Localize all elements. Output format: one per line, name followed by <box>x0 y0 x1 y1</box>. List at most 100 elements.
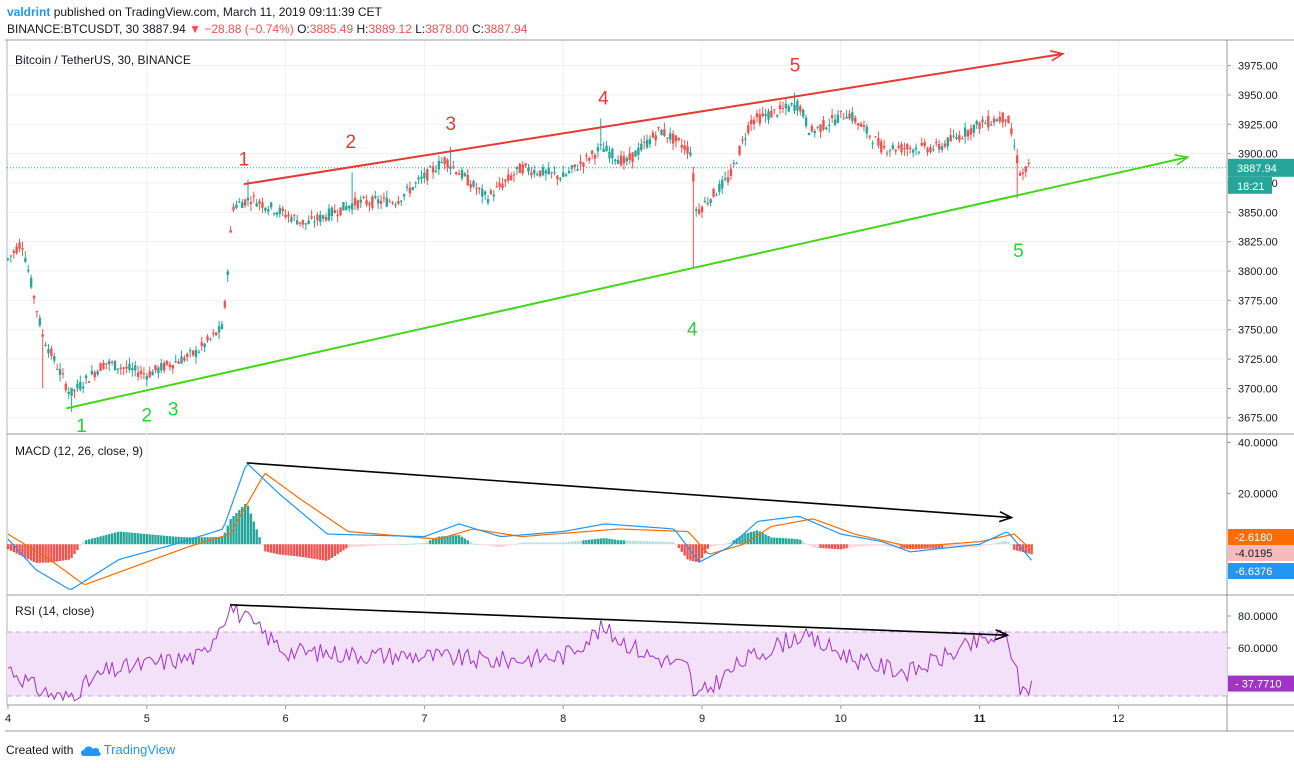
candle-body <box>194 350 198 357</box>
candle-body <box>885 152 889 154</box>
candle-body <box>394 204 397 206</box>
support-trend-line[interactable] <box>66 156 1189 410</box>
candle-body <box>683 145 686 151</box>
macd-histogram-bar <box>544 542 548 545</box>
candle-body <box>611 148 614 159</box>
macd-signal-line <box>7 472 1033 585</box>
macd-histogram-bar <box>836 544 840 550</box>
macd-histogram-bar <box>593 539 597 545</box>
candle-body <box>284 214 287 218</box>
candle-body <box>304 223 308 225</box>
macd-histogram-bar <box>1030 544 1033 555</box>
macd-histogram-bar <box>674 544 678 546</box>
candle-body <box>397 201 400 204</box>
macd-histogram-bar <box>995 542 999 545</box>
macd-histogram-bar <box>333 544 336 557</box>
macd-histogram-bar <box>726 543 730 545</box>
candle-body <box>755 113 759 118</box>
macd-histogram-bar <box>162 535 166 545</box>
macd-histogram-bar <box>238 510 241 545</box>
macd-histogram-bar <box>703 544 707 554</box>
macd-histogram-bar <box>622 540 626 545</box>
candle-body <box>223 301 227 308</box>
macd-divergence-arrow[interactable] <box>246 462 1012 519</box>
macd-histogram-bar <box>972 544 976 547</box>
macd-histogram-bar <box>420 543 423 545</box>
candle-body <box>21 248 24 250</box>
macd-histogram-bar <box>148 534 151 545</box>
candle-body <box>949 135 952 142</box>
macd-line <box>7 463 1033 590</box>
candle-body <box>321 215 325 219</box>
candle-body <box>932 149 935 151</box>
macd-histogram-bar <box>105 534 108 545</box>
candle-body <box>483 191 487 195</box>
macd-histogram-bar <box>368 544 371 547</box>
candle-body <box>955 136 958 139</box>
macd-histogram-bar <box>619 540 623 545</box>
macd-histogram-bar <box>394 544 397 546</box>
candle-body <box>50 348 53 356</box>
candle-body <box>507 174 510 181</box>
macd-histogram-bar <box>984 544 987 546</box>
candle-body <box>431 166 435 173</box>
tradingview-brand-link[interactable]: TradingView <box>103 742 176 757</box>
macd-histogram-bar <box>229 519 232 545</box>
bar-countdown-label: 18:21 <box>1237 181 1265 193</box>
macd-histogram-bar <box>243 504 247 545</box>
candle-body <box>721 179 724 189</box>
candle-body <box>206 336 209 341</box>
candle-body <box>1007 115 1010 124</box>
candle-body <box>544 170 548 174</box>
macd-histogram-bar <box>833 544 837 549</box>
candle-body <box>481 188 484 197</box>
time-tick-label: 12 <box>1112 713 1124 725</box>
close-value: 3887.94 <box>483 22 528 36</box>
candle-body <box>122 367 125 369</box>
candle-body <box>463 173 467 176</box>
candle-body <box>900 144 903 153</box>
macd-histogram-bar <box>217 537 221 545</box>
rsi-divergence-arrow[interactable] <box>230 604 1008 636</box>
time-tick-label: 10 <box>835 713 847 725</box>
macd-histogram-bar <box>284 544 287 556</box>
candle-body <box>680 144 683 148</box>
macd-histogram-bar <box>252 521 255 545</box>
candle-body <box>362 196 365 198</box>
macd-histogram-bar <box>689 544 692 561</box>
candle-body <box>674 135 678 142</box>
candle-body <box>1004 119 1007 122</box>
candle-body <box>856 123 860 126</box>
candle-body <box>249 202 253 205</box>
candle-body <box>1024 166 1028 172</box>
macd-histogram-bar <box>1007 541 1010 545</box>
author-link[interactable]: valdrint <box>7 5 51 19</box>
candle-body <box>235 204 238 208</box>
candle-body <box>267 209 270 212</box>
macd-histogram-bar <box>414 543 417 545</box>
candle-body <box>845 116 848 119</box>
macd-histogram-bar <box>27 544 30 560</box>
macd-histogram-bar <box>854 544 857 547</box>
macd-histogram-bar <box>830 544 834 549</box>
candle-body <box>969 128 973 135</box>
candle-body <box>498 182 501 187</box>
resistance-trend-line[interactable] <box>243 52 1064 186</box>
macd-histogram-bar <box>61 544 65 561</box>
macd-histogram-bar <box>379 544 383 546</box>
macd-histogram-bar <box>255 529 258 545</box>
macd-histogram-bar <box>498 544 501 548</box>
macd-histogram-bar <box>139 533 143 545</box>
candle-body <box>215 332 218 336</box>
macd-histogram-bar <box>940 544 944 549</box>
open-value: 3885.49 <box>309 22 354 36</box>
macd-histogram-bar <box>402 544 406 546</box>
low-label: L: <box>415 22 426 36</box>
macd-histogram-bar <box>327 544 331 560</box>
wave-label-green-3: 3 <box>168 399 179 420</box>
candle-body <box>278 207 282 214</box>
macd-histogram-bar <box>645 541 649 545</box>
candle-body <box>76 383 79 389</box>
candle-body <box>368 203 371 206</box>
